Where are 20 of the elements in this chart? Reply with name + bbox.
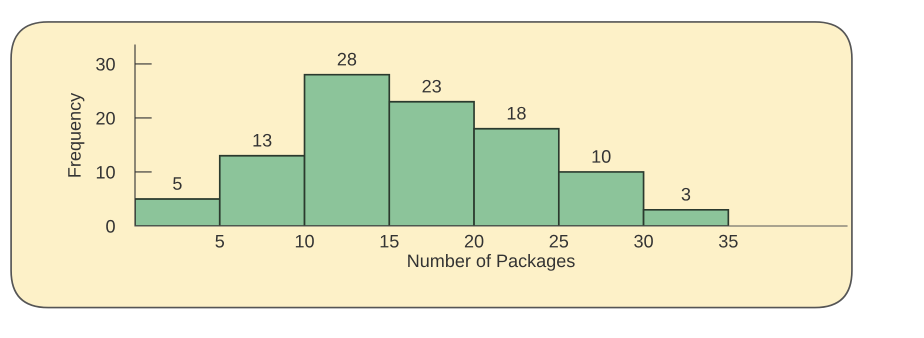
y-tick-label: 0 — [106, 220, 115, 233]
x-tick-label: 15 — [380, 234, 399, 248]
data-label: 23 — [422, 80, 441, 93]
x-tick-label: 35 — [718, 234, 738, 248]
data-label: 18 — [508, 106, 526, 120]
y-axis-title: Frequency — [68, 92, 84, 177]
y-tick-label: 20 — [96, 112, 115, 125]
x-axis-title: Number of Packages — [408, 254, 575, 271]
x-tick-label: 25 — [550, 234, 568, 248]
data-label: 13 — [253, 134, 272, 147]
data-label: 28 — [338, 52, 356, 66]
data-label: 10 — [592, 150, 611, 163]
data-label: 3 — [682, 188, 690, 201]
x-tick-label: 30 — [634, 234, 653, 248]
x-tick-label: 10 — [296, 234, 314, 248]
data-label: 5 — [173, 177, 182, 190]
y-tick-label: 30 — [96, 58, 115, 71]
y-tick-label: 10 — [96, 166, 115, 179]
x-tick-label: 20 — [464, 234, 484, 248]
x-tick-label: 5 — [215, 234, 224, 248]
